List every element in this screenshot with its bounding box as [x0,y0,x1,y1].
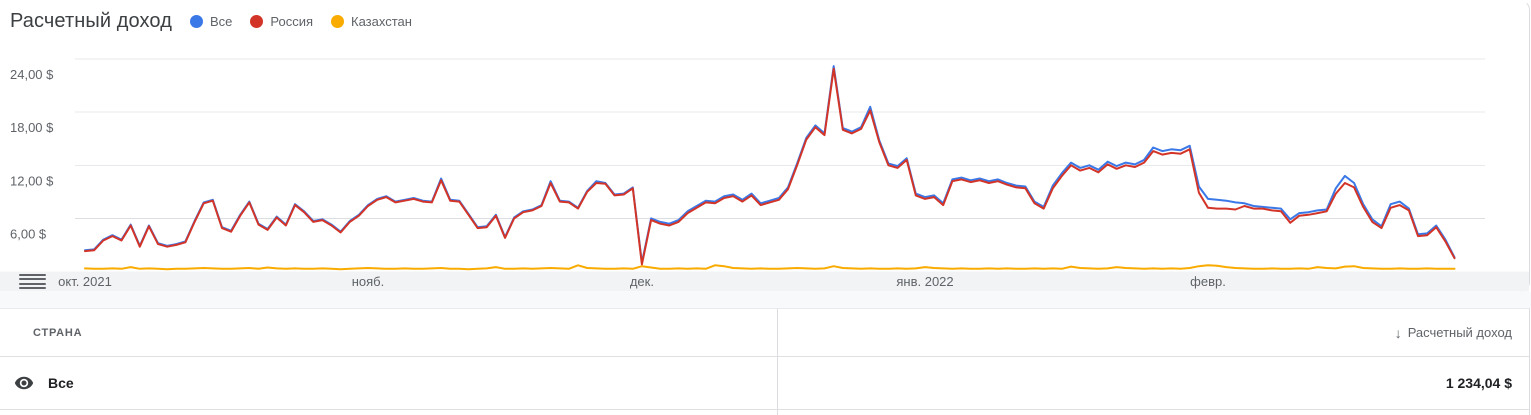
svg-text:6,00 $: 6,00 $ [10,226,47,241]
legend-item-all[interactable]: Все [189,14,233,29]
table-row-country-cell: Все [0,357,778,409]
section-divider [0,292,1531,308]
chart-legend: Все Россия Казахстан [189,14,430,29]
svg-text:февр.: февр. [1190,274,1226,289]
revenue-chart-card: Расчетный доход Все Россия Казахстан 24,… [0,0,1530,292]
svg-text:24,00 $: 24,00 $ [10,67,54,82]
visibility-eye-icon[interactable] [8,367,40,399]
svg-text:12,00 $: 12,00 $ [10,173,54,188]
sort-desc-arrow-icon: ↓ [1394,324,1402,341]
table-row-all: Все 1 234,04 $ [0,357,1529,410]
revenue-value: 1 234,04 $ [1445,375,1512,391]
column-header-country: СТРАНА [33,326,83,339]
legend-dot-all-icon [189,15,203,28]
legend-dot-kazakhstan-icon [331,15,345,28]
svg-text:18,00 $: 18,00 $ [10,120,54,135]
chart-title: Расчетный доход [10,10,172,32]
legend-label-kazakhstan: Казахстан [351,14,412,29]
revenue-header-label: Расчетный доход [1407,325,1512,340]
chart-header: Расчетный доход Все Россия Казахстан [10,10,430,33]
table-header-country-cell: СТРАНА [0,309,778,356]
table-row-partial [0,410,1529,415]
legend-dot-russia-icon [250,15,264,28]
legend-item-russia[interactable]: Россия [250,14,313,29]
table-row-revenue-cell: 1 234,04 $ [778,357,1529,409]
chart-table-toggle-icon[interactable] [19,274,46,289]
column-header-revenue[interactable]: ↓ Расчетный доход [778,309,1529,356]
svg-text:дек.: дек. [630,274,654,289]
legend-label-russia: Россия [270,14,314,29]
svg-text:янв. 2022: янв. 2022 [896,274,953,289]
svg-text:нояб.: нояб. [352,274,385,289]
legend-label-all: Все [209,14,233,29]
legend-item-kazakhstan[interactable]: Казахстан [331,14,412,29]
revenue-line-chart[interactable]: 24,00 $ 18,00 $ 12,00 $ 6,00 $ окт. 2021 нояб… [0,1,1530,293]
svg-text:окт. 2021: окт. 2021 [58,274,112,289]
table-header-row: СТРАНА ↓ Расчетный доход [0,309,1529,357]
countries-table: СТРАНА ↓ Расчетный доход Все 1 234,04 $ [0,308,1530,415]
country-name: Все [48,375,74,391]
